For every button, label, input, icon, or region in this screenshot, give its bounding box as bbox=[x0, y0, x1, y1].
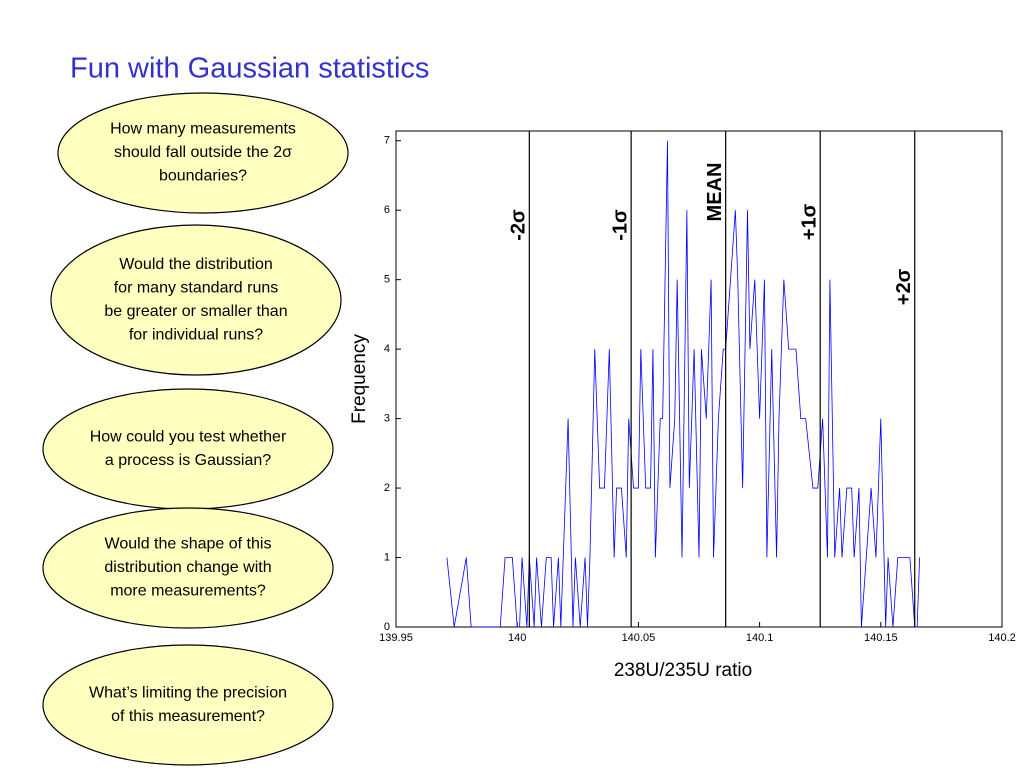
x-tick-label: 140.2 bbox=[988, 632, 1016, 644]
question-bubble bbox=[57, 92, 349, 214]
y-tick-label: 2 bbox=[384, 482, 390, 494]
question-text: be greater or smaller than bbox=[104, 303, 287, 320]
slide-title: Fun with Gaussian statistics bbox=[70, 53, 429, 85]
question-bubble bbox=[42, 388, 334, 510]
y-tick-label: 0 bbox=[384, 621, 390, 633]
sigma-label: -2σ bbox=[508, 209, 530, 241]
y-tick-label: 6 bbox=[384, 204, 390, 216]
question-bubble bbox=[50, 224, 342, 376]
question-text: What’s limiting the precision bbox=[89, 684, 287, 701]
y-axis-label: Frequency bbox=[349, 334, 370, 424]
x-tick-label: 140.1 bbox=[746, 632, 774, 644]
question-text: of this measurement? bbox=[111, 708, 265, 725]
x-axis-label: 238U/235U ratio bbox=[614, 660, 752, 681]
question-text: should fall outside the 2σ bbox=[114, 144, 292, 161]
x-tick-label: 140 bbox=[508, 632, 526, 644]
data-line bbox=[446, 140, 920, 628]
question-text: Would the shape of this bbox=[105, 536, 272, 553]
sigma-label: -1σ bbox=[609, 209, 631, 241]
question-text: boundaries? bbox=[159, 168, 247, 185]
sigma-label: +1σ bbox=[798, 203, 820, 240]
question-text: Would the distribution bbox=[119, 256, 273, 273]
question-text: more measurements? bbox=[110, 583, 266, 600]
question-text: a process is Gaussian? bbox=[105, 452, 271, 469]
y-tick-label: 5 bbox=[384, 274, 390, 286]
x-tick-label: 140.15 bbox=[864, 632, 898, 644]
question-bubble bbox=[42, 644, 334, 766]
sigma-label: MEAN bbox=[704, 163, 726, 222]
x-tick-label: 139.95 bbox=[379, 632, 413, 644]
question-bubble bbox=[42, 507, 334, 629]
y-tick-label: 3 bbox=[384, 413, 390, 425]
sigma-label: +2σ bbox=[893, 268, 915, 305]
y-tick-label: 7 bbox=[384, 135, 390, 147]
x-tick-label: 140.05 bbox=[622, 632, 656, 644]
plot-frame bbox=[395, 130, 1003, 628]
y-tick-label: 4 bbox=[384, 343, 390, 355]
y-tick-label: 1 bbox=[384, 551, 390, 563]
question-text: for many standard runs bbox=[114, 279, 279, 296]
question-text: How could you test whether bbox=[90, 428, 287, 445]
question-text: How many measurements bbox=[110, 121, 296, 138]
question-text: for individual runs? bbox=[129, 326, 263, 343]
question-text: distribution change with bbox=[104, 559, 271, 576]
